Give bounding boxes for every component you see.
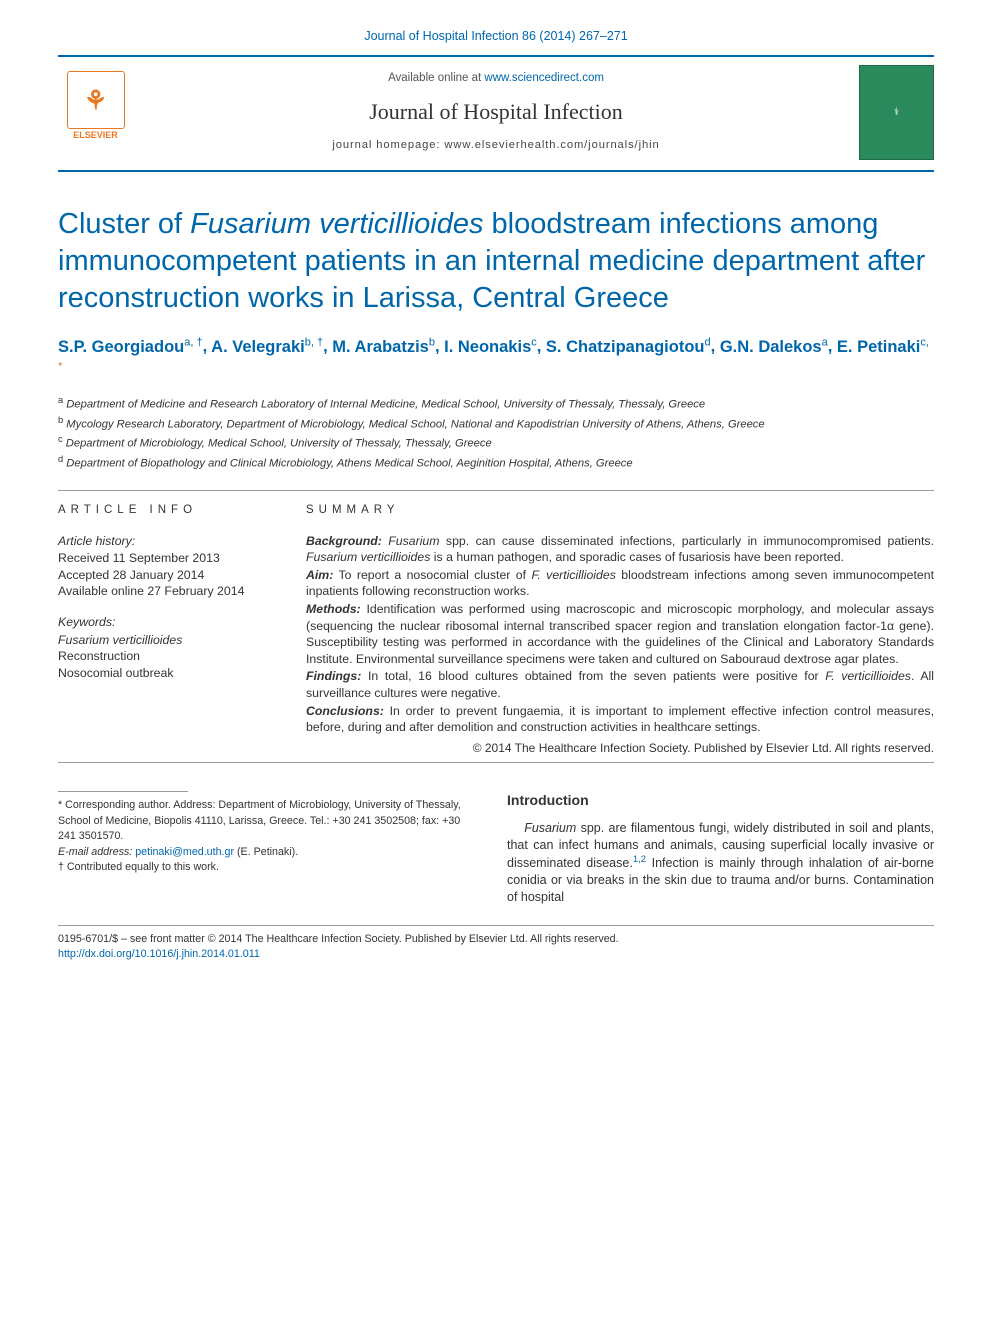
affiliation: b Mycology Research Laboratory, Departme… xyxy=(58,414,934,434)
received-date: Received 11 September 2013 xyxy=(58,550,268,567)
history-label: Article history: xyxy=(58,533,268,550)
available-text: Available online at xyxy=(388,72,484,84)
accepted-date: Accepted 28 January 2014 xyxy=(58,567,268,584)
info-summary-row: ARTICLE INFO Article history: Received 1… xyxy=(58,503,934,756)
summary-column: SUMMARY Background: Fusarium spp. can ca… xyxy=(306,503,934,756)
intro-refs[interactable]: 1,2 xyxy=(633,854,646,865)
summary-aim: Aim: To report a nosocomial cluster of F… xyxy=(306,567,934,600)
sciencedirect-link[interactable]: www.sciencedirect.com xyxy=(484,72,604,84)
journal-name: Journal of Hospital Infection xyxy=(143,97,849,127)
affiliation: d Department of Biopathology and Clinica… xyxy=(58,453,934,473)
article-history-block: Article history: Received 11 September 2… xyxy=(58,533,268,600)
keywords-block: Keywords: Fusarium verticillioidesRecons… xyxy=(58,614,268,681)
introduction-heading: Introduction xyxy=(507,791,934,810)
summary-body: Background: Fusarium spp. can cause diss… xyxy=(306,533,934,736)
elsevier-tree-icon: ⚘ xyxy=(67,71,125,129)
author: S.P. Georgiadoua, † xyxy=(58,338,203,356)
keyword: Reconstruction xyxy=(58,648,268,665)
footnote-column: * Corresponding author. Address: Departm… xyxy=(58,791,473,905)
summary-methods: Methods: Identification was performed us… xyxy=(306,601,934,667)
introduction-column: Introduction Fusarium spp. are filamento… xyxy=(507,791,934,905)
email-link[interactable]: petinaki@med.uth.gr xyxy=(135,846,234,858)
summary-findings: Findings: In total, 16 blood cultures ob… xyxy=(306,668,934,701)
online-date: Available online 27 February 2014 xyxy=(58,583,268,600)
summary-heading: SUMMARY xyxy=(306,503,934,519)
page-bottom-bar: 0195-6701/$ – see front matter © 2014 Th… xyxy=(58,925,934,961)
affiliation-list: a Department of Medicine and Research La… xyxy=(58,394,934,472)
section-rule-bottom xyxy=(58,762,934,763)
summary-copyright: © 2014 The Healthcare Infection Society.… xyxy=(306,740,934,756)
keyword: Nosocomial outbreak xyxy=(58,665,268,682)
journal-header: ⚘ ELSEVIER Available online at www.scien… xyxy=(58,55,934,172)
journal-homepage: journal homepage: www.elsevierhealth.com… xyxy=(143,138,849,153)
email-line: E-mail address: petinaki@med.uth.gr (E. … xyxy=(58,845,473,861)
affiliation: a Department of Medicine and Research La… xyxy=(58,394,934,414)
author: A. Velegrakib, † xyxy=(211,338,323,356)
affiliation: c Department of Microbiology, Medical Sc… xyxy=(58,433,934,453)
keywords-list: Fusarium verticillioidesReconstructionNo… xyxy=(58,632,268,682)
author: G.N. Dalekosa xyxy=(720,338,828,356)
footnote-rule xyxy=(58,791,188,792)
keyword: Fusarium verticillioides xyxy=(58,632,268,649)
section-rule-top xyxy=(58,490,934,491)
author: M. Arabatzisb xyxy=(332,338,435,356)
doi-link[interactable]: http://dx.doi.org/10.1016/j.jhin.2014.01… xyxy=(58,948,260,960)
author: S. Chatzipanagiotoud xyxy=(546,338,711,356)
title-pre: Cluster of xyxy=(58,208,190,240)
summary-conclusions: Conclusions: In order to prevent fungaem… xyxy=(306,703,934,736)
elsevier-label: ELSEVIER xyxy=(73,129,118,141)
article-title: Cluster of Fusarium verticillioides bloo… xyxy=(58,206,934,317)
intro-species: Fusarium xyxy=(524,821,576,835)
journal-cover-icon: ⚕ xyxy=(859,65,934,160)
elsevier-logo[interactable]: ⚘ ELSEVIER xyxy=(58,71,133,153)
header-center: Available online at www.sciencedirect.co… xyxy=(143,71,849,153)
keywords-label: Keywords: xyxy=(58,614,268,631)
top-citation: Journal of Hospital Infection 86 (2014) … xyxy=(58,28,934,45)
summary-background: Background: Fusarium spp. can cause diss… xyxy=(306,533,934,566)
article-info-heading: ARTICLE INFO xyxy=(58,503,268,519)
title-species: Fusarium verticillioides xyxy=(190,208,483,240)
author-list: S.P. Georgiadoua, †, A. Velegrakib, †, M… xyxy=(58,335,934,384)
lower-columns: * Corresponding author. Address: Departm… xyxy=(58,791,934,905)
introduction-paragraph: Fusarium spp. are filamentous fungi, wid… xyxy=(507,820,934,906)
article-info-column: ARTICLE INFO Article history: Received 1… xyxy=(58,503,268,756)
email-suffix: (E. Petinaki). xyxy=(237,846,298,858)
author: I. Neonakisc xyxy=(444,338,537,356)
corresponding-author: * Corresponding author. Address: Departm… xyxy=(58,798,473,845)
front-matter-line: 0195-6701/$ – see front matter © 2014 Th… xyxy=(58,932,934,946)
equal-contribution: † Contributed equally to this work. xyxy=(58,860,473,876)
available-online-line: Available online at www.sciencedirect.co… xyxy=(143,71,849,87)
email-label: E-mail address: xyxy=(58,846,132,858)
